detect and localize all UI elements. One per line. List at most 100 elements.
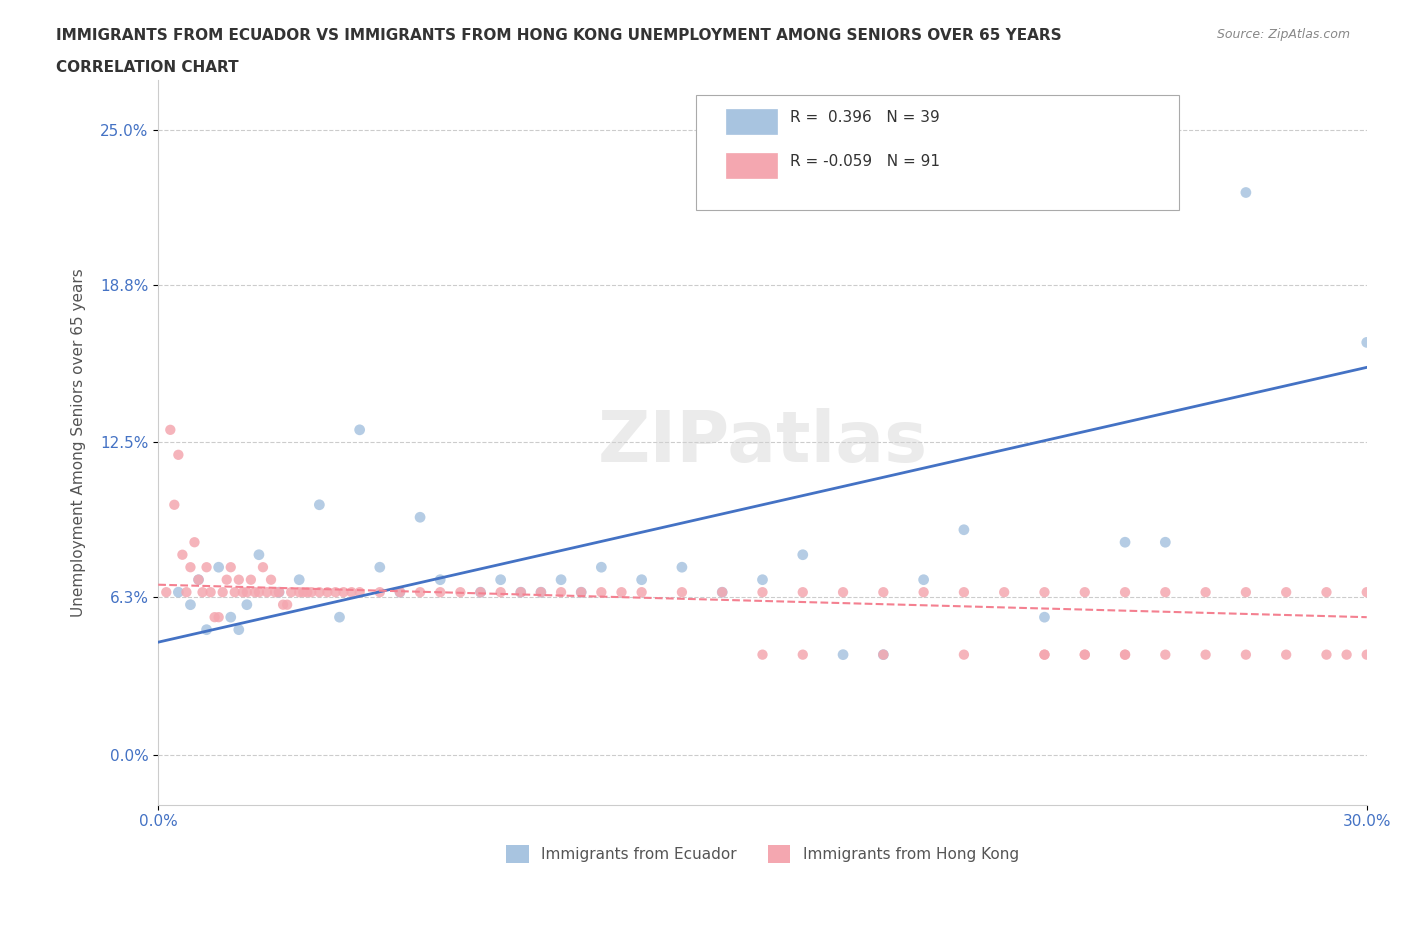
Point <box>232 585 254 600</box>
Point <box>1194 585 1216 600</box>
Point <box>288 585 311 600</box>
Point <box>236 585 259 600</box>
Point <box>1033 647 1056 662</box>
Point <box>228 622 250 637</box>
FancyBboxPatch shape <box>727 109 778 135</box>
Point <box>191 585 214 600</box>
Point <box>236 597 259 612</box>
FancyBboxPatch shape <box>696 95 1180 210</box>
Point <box>388 585 411 600</box>
Point <box>1336 647 1358 662</box>
Point <box>276 597 298 612</box>
Point <box>530 585 553 600</box>
Point <box>288 572 311 587</box>
Point <box>297 585 319 600</box>
Point <box>1355 647 1378 662</box>
Point <box>1114 535 1136 550</box>
Text: R = -0.059   N = 91: R = -0.059 N = 91 <box>790 153 941 168</box>
FancyBboxPatch shape <box>727 153 778 178</box>
Point <box>610 585 633 600</box>
Point <box>368 585 391 600</box>
Point <box>1234 647 1257 662</box>
Point <box>509 585 531 600</box>
Point <box>204 610 226 625</box>
Point <box>260 572 283 587</box>
Point <box>550 585 572 600</box>
Point <box>308 498 330 512</box>
Point <box>1154 585 1177 600</box>
Point <box>349 585 371 600</box>
Point <box>792 647 814 662</box>
Point <box>1074 585 1097 600</box>
Point <box>167 447 190 462</box>
Point <box>280 585 302 600</box>
Point <box>239 572 262 587</box>
Point <box>832 585 855 600</box>
Point <box>299 585 322 600</box>
Text: CORRELATION CHART: CORRELATION CHART <box>56 60 239 75</box>
Text: ZIPatlas: ZIPatlas <box>598 408 928 477</box>
Point <box>1074 647 1097 662</box>
Point <box>267 585 290 600</box>
Point <box>183 535 205 550</box>
Point <box>912 585 935 600</box>
Point <box>264 585 287 600</box>
Point <box>167 585 190 600</box>
Point <box>187 572 209 587</box>
Point <box>1315 647 1337 662</box>
Point <box>872 647 894 662</box>
Point <box>195 622 218 637</box>
Point <box>993 585 1015 600</box>
Point <box>325 585 347 600</box>
Point <box>316 585 339 600</box>
Point <box>792 547 814 562</box>
Point <box>195 560 218 575</box>
Point <box>187 572 209 587</box>
Point <box>671 560 693 575</box>
Point <box>1114 585 1136 600</box>
Point <box>872 647 894 662</box>
Point <box>1355 335 1378 350</box>
Point <box>208 610 231 625</box>
Point <box>172 547 194 562</box>
Point <box>228 572 250 587</box>
Point <box>489 572 512 587</box>
Point <box>1074 647 1097 662</box>
Point <box>792 585 814 600</box>
Point <box>409 510 432 525</box>
Point <box>1033 647 1056 662</box>
Point <box>292 585 315 600</box>
Point <box>1033 610 1056 625</box>
Point <box>163 498 186 512</box>
Point <box>550 572 572 587</box>
Point <box>530 585 553 600</box>
Point <box>243 585 266 600</box>
Text: Source: ZipAtlas.com: Source: ZipAtlas.com <box>1216 28 1350 41</box>
Point <box>159 422 181 437</box>
Point <box>349 422 371 437</box>
Point <box>832 647 855 662</box>
Point <box>630 572 652 587</box>
Point <box>1194 647 1216 662</box>
Point <box>711 585 734 600</box>
Point <box>308 585 330 600</box>
Point <box>509 585 531 600</box>
Point <box>328 610 350 625</box>
Point <box>252 560 274 575</box>
Text: IMMIGRANTS FROM ECUADOR VS IMMIGRANTS FROM HONG KONG UNEMPLOYMENT AMONG SENIORS : IMMIGRANTS FROM ECUADOR VS IMMIGRANTS FR… <box>56 28 1062 43</box>
Point <box>388 585 411 600</box>
Point <box>1275 585 1298 600</box>
Point <box>215 572 238 587</box>
Point <box>271 597 294 612</box>
Point <box>1033 585 1056 600</box>
Point <box>872 585 894 600</box>
Point <box>1234 585 1257 600</box>
Point <box>179 560 201 575</box>
Point <box>409 585 432 600</box>
Point <box>429 572 451 587</box>
Point <box>953 523 976 538</box>
Point <box>591 585 613 600</box>
Point <box>489 585 512 600</box>
Point <box>671 585 693 600</box>
Point <box>208 560 231 575</box>
